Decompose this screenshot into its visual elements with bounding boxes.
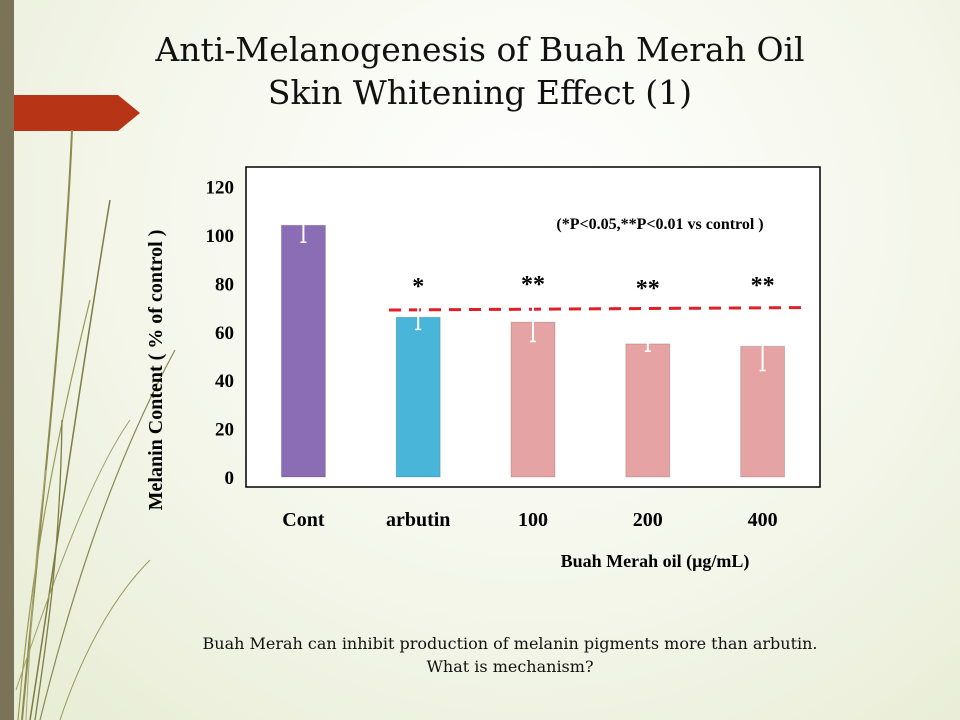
y-tick-label: 0 bbox=[225, 468, 235, 489]
x-tick-label: Cont bbox=[282, 509, 325, 531]
reference-dashed-line bbox=[388, 306, 803, 312]
significance-annotation: (*P<0.05,**P<0.01 vs control ) bbox=[556, 216, 763, 233]
accent-banner-arrow bbox=[14, 95, 140, 131]
y-tick-label: 60 bbox=[215, 323, 234, 344]
y-axis-label: Melanin Content ( % of control ) bbox=[145, 230, 167, 511]
caption-line-1: Buah Merah can inhibit production of mel… bbox=[202, 634, 818, 653]
bar-arbutin bbox=[395, 316, 441, 478]
caption-line-2: What is mechanism? bbox=[426, 657, 594, 676]
x-tick-label: 200 bbox=[633, 509, 663, 531]
x-axis-categories: Cont arbutin 100 200 400 bbox=[282, 509, 777, 531]
bar-200 bbox=[625, 343, 671, 478]
significance-mark: ** bbox=[521, 272, 545, 298]
y-tick-label: 120 bbox=[206, 178, 235, 199]
bars: * ** ** ** bbox=[280, 207, 786, 478]
x-tick-label: arbutin bbox=[386, 509, 450, 531]
x-axis-label: Buah Merah oil (μg/mL) bbox=[561, 551, 750, 572]
slide-caption: Buah Merah can inhibit production of mel… bbox=[100, 632, 920, 678]
y-tick-label: 40 bbox=[215, 371, 234, 392]
y-axis-ticks: 0 20 40 60 80 100 120 bbox=[206, 178, 235, 489]
bar-Cont bbox=[280, 224, 326, 478]
reference-line bbox=[388, 306, 803, 312]
x-tick-label: 100 bbox=[518, 509, 548, 531]
slide-side-bar bbox=[0, 0, 14, 720]
bar-100 bbox=[510, 321, 556, 478]
significance-mark: ** bbox=[751, 273, 775, 299]
y-tick-label: 20 bbox=[215, 420, 234, 441]
title-line-2: Skin Whitening Effect (1) bbox=[267, 73, 693, 112]
significance-mark: * bbox=[412, 274, 424, 300]
y-tick-label: 80 bbox=[215, 274, 234, 295]
title-line-1: Anti-Melanogenesis of Buah Merah Oil bbox=[155, 30, 805, 69]
x-tick-label: 400 bbox=[748, 509, 778, 531]
y-tick-label: 100 bbox=[206, 226, 235, 247]
slide-title: Anti-Melanogenesis of Buah Merah Oil Ski… bbox=[100, 28, 860, 114]
significance-mark: ** bbox=[636, 276, 660, 302]
decorative-grass-strokes bbox=[14, 95, 176, 720]
